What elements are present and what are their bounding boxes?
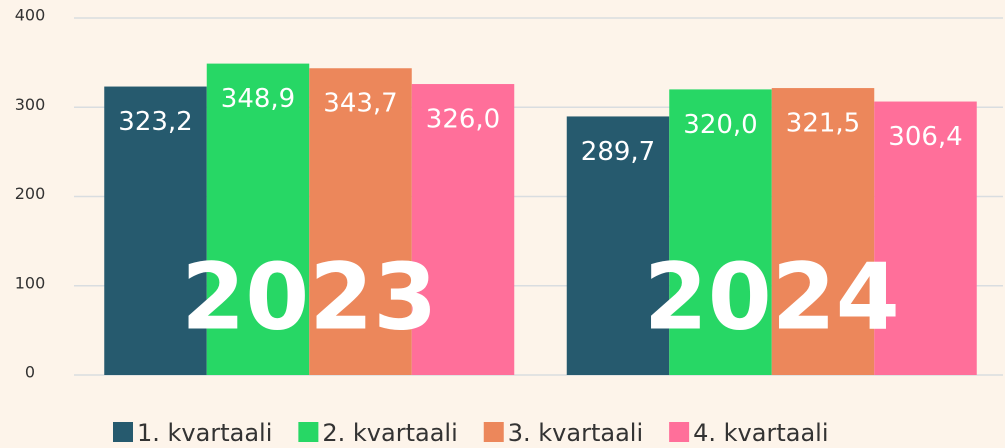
y-tick-label: 300 <box>15 95 46 114</box>
value-label: 323,2 <box>118 107 192 137</box>
legend-label: 3. kvartaali <box>508 419 643 447</box>
legend-label: 1. kvartaali <box>137 419 272 447</box>
bar <box>104 86 207 375</box>
value-label: 289,7 <box>581 137 655 167</box>
y-tick-label: 200 <box>15 184 46 203</box>
legend-label: 4. kvartaali <box>693 419 828 447</box>
legend-swatch <box>298 422 319 442</box>
y-tick-label: 0 <box>25 363 35 382</box>
legend-swatch <box>669 422 690 442</box>
value-label: 326,0 <box>426 105 500 135</box>
bar <box>874 101 977 376</box>
value-label: 306,4 <box>888 122 962 152</box>
value-label: 348,9 <box>221 84 295 114</box>
value-label: 320,0 <box>683 110 757 140</box>
legend-label: 2. kvartaali <box>322 419 457 447</box>
y-tick-label: 100 <box>15 273 46 292</box>
bar <box>309 68 412 376</box>
bar <box>566 116 670 375</box>
legend-swatch <box>113 422 133 442</box>
bar <box>669 89 772 376</box>
value-label: 321,5 <box>786 109 860 139</box>
category-label: 2023 <box>181 243 437 350</box>
bar <box>771 88 875 375</box>
value-label: 343,7 <box>323 89 397 119</box>
category-label: 2024 <box>644 243 900 350</box>
y-tick-label: 400 <box>15 6 46 25</box>
bar <box>411 84 515 376</box>
legend-swatch <box>483 422 504 442</box>
bar <box>206 63 310 375</box>
